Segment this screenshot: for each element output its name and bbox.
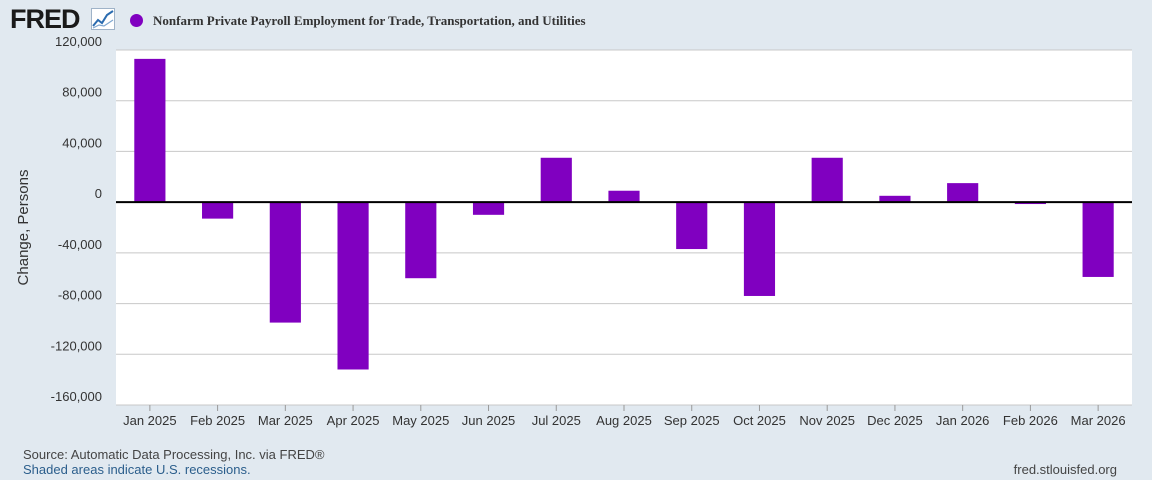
legend-marker (130, 14, 143, 27)
fred-logo[interactable]: FRED (10, 4, 80, 34)
x-tick-label: Aug 2025 (596, 413, 652, 428)
x-tick-label: Oct 2025 (733, 413, 786, 428)
y-tick-label: -160,000 (51, 389, 102, 404)
y-tick-label: -80,000 (58, 288, 102, 303)
x-tick-label: Jan 2025 (123, 413, 177, 428)
chart-header: FRED Nonfarm Private Payroll Employment … (0, 0, 1152, 40)
x-axis-ticks: Jan 2025 Feb 2025 Mar 2025 Apr 2025 May 2025… (123, 405, 1126, 428)
bar-dec-2025[interactable] (879, 195, 911, 203)
x-tick-label: Mar 2025 (258, 413, 313, 428)
plot-area (116, 50, 1132, 405)
bar-jan-2026[interactable] (947, 183, 979, 203)
x-tick-label: Nov 2025 (799, 413, 855, 428)
x-tick-label: Jul 2025 (532, 413, 581, 428)
bar-mar-2026[interactable] (1082, 202, 1114, 277)
x-tick-label: Mar 2026 (1071, 413, 1126, 428)
bar-nov-2025[interactable] (811, 157, 843, 203)
bar-jul-2025[interactable] (540, 157, 572, 203)
recession-note[interactable]: Shaded areas indicate U.S. recessions. (23, 462, 251, 477)
bar-jan-2025[interactable] (134, 58, 166, 203)
bar-chart: 120,000 80,000 40,000 0 -40,000 -80,000 -120,0… (15, 34, 1132, 428)
x-tick-label: May 2025 (392, 413, 449, 428)
source-note: Source: Automatic Data Processing, Inc. … (23, 447, 325, 462)
bar-apr-2025[interactable] (337, 202, 369, 370)
x-tick-label: Apr 2025 (327, 413, 380, 428)
x-tick-label: Dec 2025 (867, 413, 923, 428)
y-tick-label: -40,000 (58, 237, 102, 252)
bar-may-2025[interactable] (405, 202, 437, 279)
y-tick-label: -120,000 (51, 338, 102, 353)
bar-feb-2025[interactable] (202, 202, 234, 219)
trend-line-icon (91, 8, 115, 30)
x-tick-label: Feb 2026 (1003, 413, 1058, 428)
y-tick-label: 0 (95, 186, 102, 201)
x-tick-label: Jan 2026 (936, 413, 990, 428)
y-tick-label: 120,000 (55, 34, 102, 49)
bar-jun-2025[interactable] (472, 202, 505, 215)
bar-sep-2025[interactable] (676, 202, 708, 250)
bar-aug-2025[interactable] (608, 190, 640, 203)
y-tick-label: 40,000 (62, 135, 102, 150)
series-title: Nonfarm Private Payroll Employment for T… (153, 13, 586, 28)
y-axis-ticks: 120,000 80,000 40,000 0 -40,000 -80,000 -120,0… (51, 34, 102, 404)
y-tick-label: 80,000 (62, 85, 102, 100)
x-tick-label: Feb 2025 (190, 413, 245, 428)
y-axis-title: Change, Persons (15, 170, 32, 286)
fred-url[interactable]: fred.stlouisfed.org (1013, 462, 1117, 477)
bar-mar-2025[interactable] (269, 202, 301, 323)
x-tick-label: Jun 2025 (462, 413, 516, 428)
x-tick-label: Sep 2025 (664, 413, 720, 428)
bar-oct-2025[interactable] (743, 202, 776, 296)
bars (134, 58, 1114, 370)
